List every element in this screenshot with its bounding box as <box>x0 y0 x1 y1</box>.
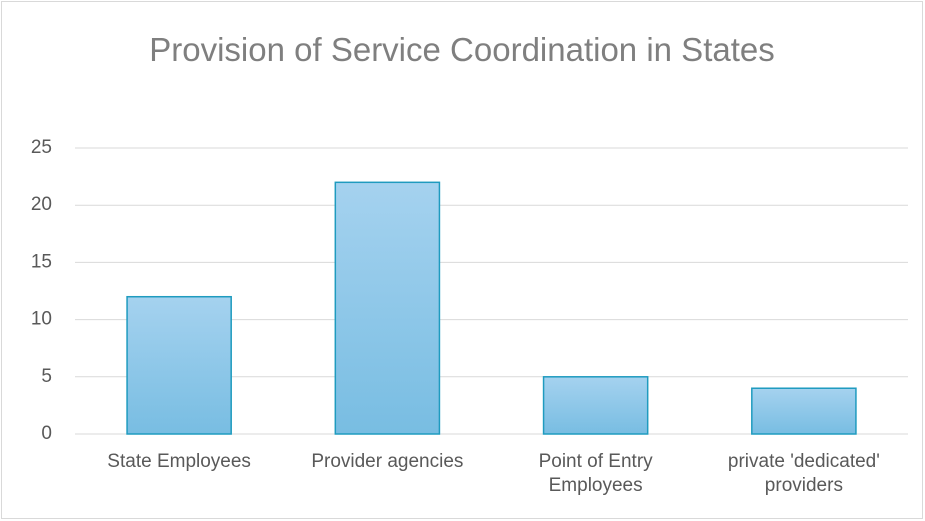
x-tick-label: Provider agencies <box>311 451 464 472</box>
y-tick-label: 5 <box>41 366 52 387</box>
y-tick-label: 25 <box>31 137 52 158</box>
x-tick-label: private 'dedicated' providers <box>727 451 880 496</box>
bar <box>542 376 649 435</box>
chart-title: Provision of Service Coordination in Sta… <box>149 31 775 68</box>
x-tick-label: Point of Entry Employees <box>538 451 653 496</box>
y-tick-label: 0 <box>41 423 52 444</box>
bar <box>334 181 441 435</box>
bar <box>126 295 232 435</box>
bar <box>751 387 857 435</box>
x-tick-label: State Employees <box>107 451 251 472</box>
y-tick-label: 20 <box>31 194 52 215</box>
y-tick-label: 10 <box>31 309 52 330</box>
y-tick-label: 15 <box>31 251 52 272</box>
